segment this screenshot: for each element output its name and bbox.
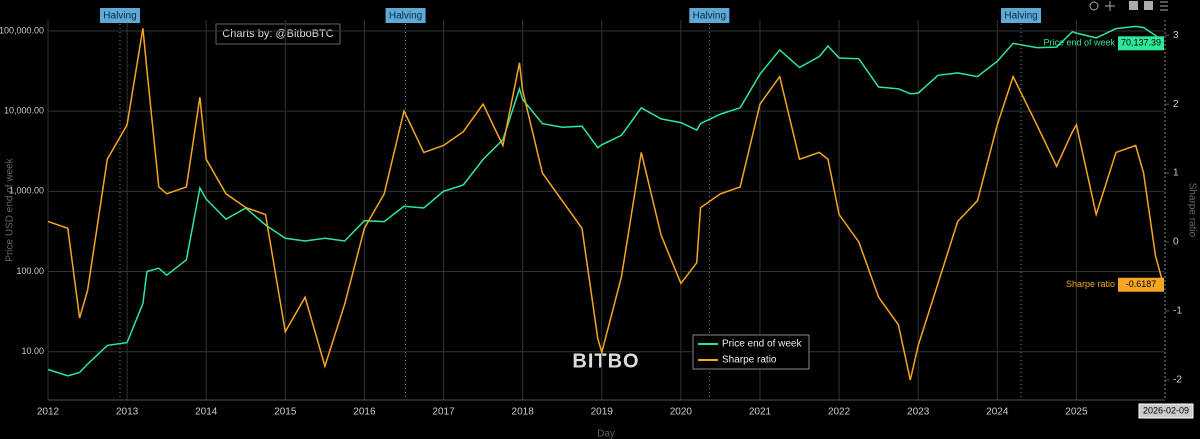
credit-box — [215, 23, 341, 45]
halving-label: Halving — [693, 11, 726, 22]
x-tick-label: 2012 — [37, 407, 60, 418]
halving-badge — [99, 8, 140, 23]
y2-tick-label: -2 — [1173, 375, 1182, 386]
series-line — [47, 28, 1165, 381]
x-tick-label: 2014 — [195, 407, 218, 418]
x-tick-label: 2023 — [907, 407, 930, 418]
x-tick-label: 2017 — [432, 407, 455, 418]
value-label: -0.6187 — [1126, 279, 1157, 289]
hover-date: 2026-02-09 — [1143, 405, 1189, 415]
series-tag-name: Sharpe ratio — [1066, 279, 1115, 289]
halving-badge — [1001, 8, 1042, 23]
y-tick-label: 100.00 — [16, 266, 44, 276]
x-tick-label: 2019 — [591, 407, 614, 418]
series-line — [47, 25, 1164, 377]
y-tick-label: 1,000.00 — [9, 186, 44, 196]
y2-tick-label: 0 — [1173, 237, 1179, 248]
y2-tick-label: 2 — [1173, 99, 1179, 110]
value-label: 70,137.39 — [1121, 38, 1161, 48]
halving-label: Halving — [1004, 11, 1037, 22]
legend-label: Sharpe ratio — [722, 355, 777, 366]
credit: Charts by: @BitboBTC — [222, 28, 333, 40]
pan-icon[interactable] — [1105, 1, 1115, 11]
halving-label: Halving — [389, 11, 422, 22]
y-tick-label: 100,000.00 — [0, 25, 44, 35]
x-tick-label: 2015 — [274, 407, 297, 418]
x-tick-label: 2021 — [749, 407, 772, 418]
y-axis-title: Price USD end of week — [5, 157, 16, 261]
y2-axis-title: Sharpe ratio — [1186, 183, 1197, 238]
reset-icon[interactable] — [1160, 1, 1168, 11]
zoom-icon[interactable] — [1089, 1, 1099, 11]
y-tick-label: 10.00 — [21, 346, 44, 356]
legend-label: Price end of week — [722, 339, 802, 350]
zoom-out-icon[interactable] — [1144, 1, 1153, 10]
value-tag — [1118, 277, 1164, 292]
y2-tick-label: 1 — [1173, 168, 1179, 179]
watermark: BITBO — [572, 350, 639, 372]
x-tick-label: 2016 — [353, 407, 376, 418]
y2-tick-label: -1 — [1173, 306, 1182, 317]
x-tick-label: 2025 — [1065, 407, 1088, 418]
x-tick-label: 2018 — [512, 407, 535, 418]
x-tick-label: 2013 — [116, 407, 139, 418]
hover-date-box — [1138, 403, 1194, 419]
halving-label: Halving — [103, 11, 136, 22]
toolbar[interactable] — [1089, 1, 1168, 11]
x-tick-label: 2020 — [670, 407, 693, 418]
zoom-in-icon[interactable] — [1129, 1, 1138, 10]
series-tag-name: Price end of week — [1043, 38, 1115, 48]
halving-badge — [385, 8, 426, 23]
value-tag — [1118, 36, 1164, 51]
x-tick-label: 2024 — [986, 407, 1009, 418]
y-tick-label: 10,000.00 — [4, 106, 44, 116]
legend-box — [692, 334, 810, 370]
x-tick-label: 2022 — [828, 407, 851, 418]
y2-tick-label: 3 — [1173, 30, 1179, 41]
x-axis-title: Day — [597, 429, 615, 439]
halving-badge — [689, 8, 730, 23]
